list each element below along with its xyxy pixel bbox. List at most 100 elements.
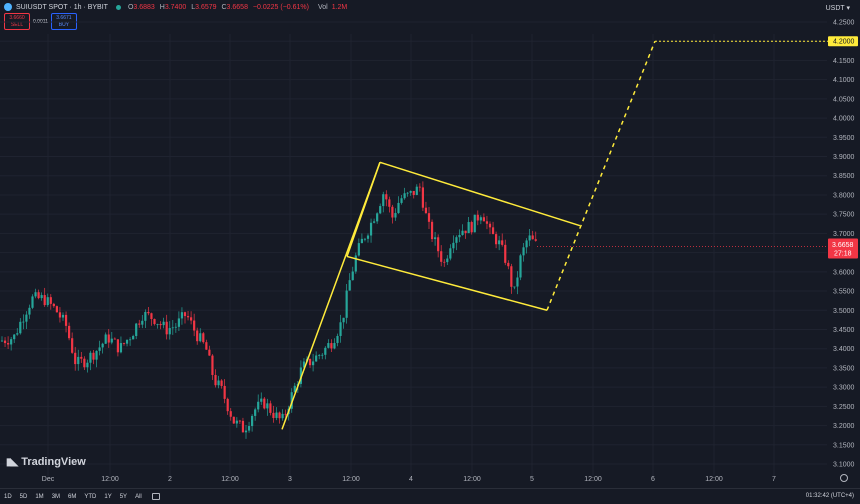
candle-body xyxy=(373,221,376,223)
candle-body xyxy=(418,186,421,188)
candle-body xyxy=(223,385,226,399)
close-value: 3.6658 xyxy=(226,3,248,11)
candle-body xyxy=(71,338,74,353)
candle-body xyxy=(43,295,46,306)
candle-body xyxy=(0,340,4,342)
candle-body xyxy=(104,334,107,344)
candle-body xyxy=(122,343,126,344)
candle-body xyxy=(132,335,135,340)
candle-body xyxy=(293,385,296,393)
candle-body xyxy=(34,292,37,297)
candle-body xyxy=(92,352,95,360)
candle-body xyxy=(299,367,302,384)
candle-body xyxy=(366,235,370,239)
candle-body xyxy=(135,323,138,336)
range-6m[interactable]: 6M xyxy=(68,493,77,500)
symbol-title[interactable]: SUIUSDT SPOT · 1h · BYBIT xyxy=(16,3,108,11)
y-tick-label: 3.9500 xyxy=(833,135,855,142)
x-tick-label: 12:00 xyxy=(221,476,239,483)
candle-body xyxy=(254,409,257,416)
x-tick-label: 12:00 xyxy=(342,476,360,483)
gear-icon[interactable] xyxy=(840,474,848,482)
candle-body xyxy=(22,321,25,323)
candle-body xyxy=(25,314,28,322)
candle-body xyxy=(312,361,315,366)
candle-body xyxy=(153,319,156,325)
range-1d[interactable]: 1D xyxy=(4,493,12,500)
candle-body xyxy=(430,221,434,240)
candle-body xyxy=(440,251,443,262)
candle-body xyxy=(196,330,199,342)
flag-left-edge xyxy=(346,162,381,257)
candle-body xyxy=(263,398,266,409)
live-status-icon xyxy=(115,4,121,10)
y-tick-label: 3.9000 xyxy=(833,154,855,161)
range-1m[interactable]: 1M xyxy=(35,493,44,500)
candle-body xyxy=(525,240,528,248)
candle-body xyxy=(141,320,144,325)
candle-body xyxy=(284,413,287,415)
candle-body xyxy=(501,240,504,245)
x-tick-label: 2 xyxy=(168,476,172,483)
range-5y[interactable]: 5Y xyxy=(119,493,128,500)
candle-body xyxy=(101,343,104,348)
range-5d[interactable]: 5D xyxy=(19,493,28,500)
candle-body xyxy=(208,349,211,356)
high-label: H xyxy=(159,3,165,11)
candle-body xyxy=(406,192,409,194)
candle-body xyxy=(513,286,516,288)
candle-body xyxy=(290,392,293,409)
candle-body xyxy=(159,323,162,326)
candle-body xyxy=(498,240,501,245)
candle-body xyxy=(98,347,101,351)
range-1y[interactable]: 1Y xyxy=(104,493,112,500)
range-ytd[interactable]: YTD xyxy=(84,493,97,500)
candle-body xyxy=(31,296,34,308)
candle-body xyxy=(281,413,284,419)
projection-leg xyxy=(546,40,656,311)
candle-body xyxy=(28,307,31,315)
candle-body xyxy=(315,355,318,362)
candle-body xyxy=(485,221,489,224)
candle-body xyxy=(327,343,330,348)
candle-body xyxy=(180,312,184,319)
candle-body xyxy=(46,297,49,306)
candle-body xyxy=(13,334,16,340)
candle-body xyxy=(64,314,68,326)
candle-body xyxy=(150,313,153,320)
y-tick-label: 3.6000 xyxy=(833,269,855,276)
candle-body xyxy=(495,234,498,245)
candle-body xyxy=(333,342,336,349)
candle-body xyxy=(458,234,461,238)
candle-body xyxy=(77,356,80,365)
candle-body xyxy=(369,222,373,236)
candle-body xyxy=(241,420,245,433)
y-tick-label: 4.1500 xyxy=(833,58,855,65)
y-tick-label: 3.5500 xyxy=(833,289,855,296)
candle-body xyxy=(247,426,251,431)
x-tick-label: 12:00 xyxy=(705,476,723,483)
range-3m[interactable]: 3M xyxy=(51,493,61,500)
range-all[interactable]: All xyxy=(135,493,142,500)
candle-body xyxy=(302,361,306,368)
candle-body xyxy=(351,271,354,281)
calendar-icon[interactable] xyxy=(151,493,160,500)
y-tick-label: 3.3000 xyxy=(833,385,855,392)
bottom-toolbar: 1D 5D 1M 3M 6M YTD 1Y 5Y All 01:32:42 (U… xyxy=(0,488,860,504)
currency-selector[interactable]: USDT ▾ xyxy=(825,5,850,12)
sell-label: SELL xyxy=(10,22,24,28)
candle-body xyxy=(272,412,275,418)
candle-body xyxy=(397,202,400,214)
candle-body xyxy=(119,343,123,353)
candle-body xyxy=(449,248,452,259)
open-value: 3.6883 xyxy=(133,3,155,11)
candle-body xyxy=(421,187,424,208)
candle-body xyxy=(363,238,367,240)
candle-body xyxy=(95,350,98,360)
candle-body xyxy=(125,339,129,344)
x-tick-label: 4 xyxy=(409,476,413,483)
candle-body xyxy=(7,343,10,345)
candle-body xyxy=(165,321,168,335)
buy-label: BUY xyxy=(58,22,70,28)
